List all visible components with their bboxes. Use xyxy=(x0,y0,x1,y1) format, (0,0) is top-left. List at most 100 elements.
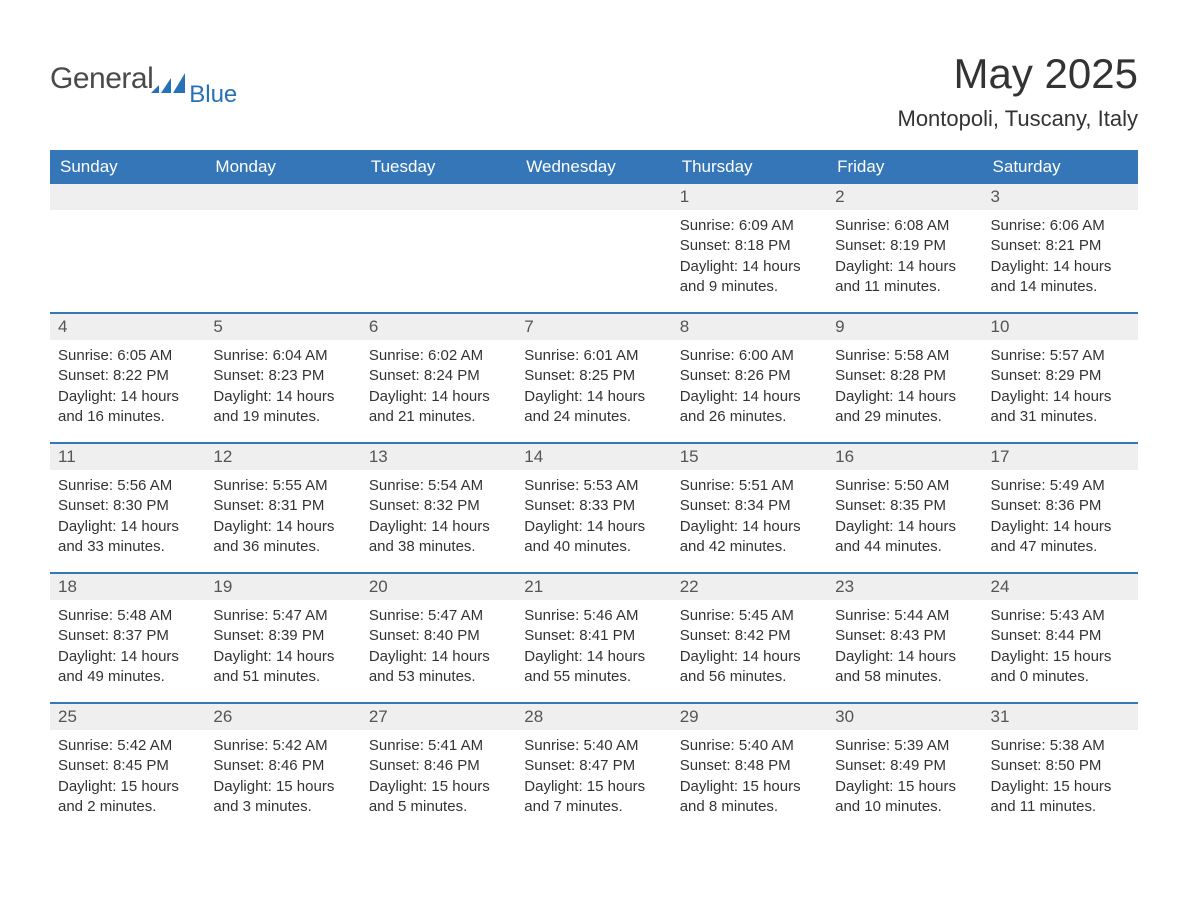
day-number: 17 xyxy=(983,444,1138,470)
sunset-text: Sunset: 8:39 PM xyxy=(213,626,352,646)
sunset-text: Sunset: 8:18 PM xyxy=(680,236,819,256)
day-number xyxy=(205,184,360,210)
daylight-text: Daylight: 15 hours and 11 minutes. xyxy=(991,777,1130,818)
sunset-text: Sunset: 8:35 PM xyxy=(835,496,974,516)
sunrise-text: Sunrise: 5:40 AM xyxy=(680,736,819,756)
day-body: Sunrise: 5:41 AMSunset: 8:46 PMDaylight:… xyxy=(361,730,516,825)
day-cell: 23Sunrise: 5:44 AMSunset: 8:43 PMDayligh… xyxy=(827,574,982,702)
day-body: Sunrise: 5:38 AMSunset: 8:50 PMDaylight:… xyxy=(983,730,1138,825)
day-cell: 8Sunrise: 6:00 AMSunset: 8:26 PMDaylight… xyxy=(672,314,827,442)
daylight-text: Daylight: 15 hours and 2 minutes. xyxy=(58,777,197,818)
logo: General Blue xyxy=(50,50,241,96)
day-cell: 26Sunrise: 5:42 AMSunset: 8:46 PMDayligh… xyxy=(205,704,360,832)
day-header: Sunday xyxy=(50,150,205,184)
sunset-text: Sunset: 8:23 PM xyxy=(213,366,352,386)
day-cell: 4Sunrise: 6:05 AMSunset: 8:22 PMDaylight… xyxy=(50,314,205,442)
sunset-text: Sunset: 8:24 PM xyxy=(369,366,508,386)
day-cell: 13Sunrise: 5:54 AMSunset: 8:32 PMDayligh… xyxy=(361,444,516,572)
title-block: May 2025 Montopoli, Tuscany, Italy xyxy=(898,50,1139,132)
logo-word1: General xyxy=(50,62,153,96)
sunrise-text: Sunrise: 6:09 AM xyxy=(680,216,819,236)
sunset-text: Sunset: 8:31 PM xyxy=(213,496,352,516)
day-cell: 7Sunrise: 6:01 AMSunset: 8:25 PMDaylight… xyxy=(516,314,671,442)
week-row: 18Sunrise: 5:48 AMSunset: 8:37 PMDayligh… xyxy=(50,572,1138,702)
day-number: 16 xyxy=(827,444,982,470)
sunset-text: Sunset: 8:50 PM xyxy=(991,756,1130,776)
day-number xyxy=(516,184,671,210)
daylight-text: Daylight: 14 hours and 40 minutes. xyxy=(524,517,663,558)
day-cell: 5Sunrise: 6:04 AMSunset: 8:23 PMDaylight… xyxy=(205,314,360,442)
sunrise-text: Sunrise: 5:57 AM xyxy=(991,346,1130,366)
day-cell: 17Sunrise: 5:49 AMSunset: 8:36 PMDayligh… xyxy=(983,444,1138,572)
day-body: Sunrise: 5:49 AMSunset: 8:36 PMDaylight:… xyxy=(983,470,1138,565)
day-cell: 11Sunrise: 5:56 AMSunset: 8:30 PMDayligh… xyxy=(50,444,205,572)
day-number: 9 xyxy=(827,314,982,340)
sunrise-text: Sunrise: 5:44 AM xyxy=(835,606,974,626)
day-number: 1 xyxy=(672,184,827,210)
sunset-text: Sunset: 8:29 PM xyxy=(991,366,1130,386)
day-number: 31 xyxy=(983,704,1138,730)
day-cell: 19Sunrise: 5:47 AMSunset: 8:39 PMDayligh… xyxy=(205,574,360,702)
daylight-text: Daylight: 15 hours and 0 minutes. xyxy=(991,647,1130,688)
day-body: Sunrise: 5:42 AMSunset: 8:46 PMDaylight:… xyxy=(205,730,360,825)
day-body: Sunrise: 6:02 AMSunset: 8:24 PMDaylight:… xyxy=(361,340,516,435)
day-body: Sunrise: 5:43 AMSunset: 8:44 PMDaylight:… xyxy=(983,600,1138,695)
sunset-text: Sunset: 8:21 PM xyxy=(991,236,1130,256)
daylight-text: Daylight: 14 hours and 11 minutes. xyxy=(835,257,974,298)
day-cell: 9Sunrise: 5:58 AMSunset: 8:28 PMDaylight… xyxy=(827,314,982,442)
day-body: Sunrise: 5:40 AMSunset: 8:47 PMDaylight:… xyxy=(516,730,671,825)
day-cell: 24Sunrise: 5:43 AMSunset: 8:44 PMDayligh… xyxy=(983,574,1138,702)
day-number: 20 xyxy=(361,574,516,600)
day-cell: 30Sunrise: 5:39 AMSunset: 8:49 PMDayligh… xyxy=(827,704,982,832)
day-cell xyxy=(516,184,671,312)
sunrise-text: Sunrise: 5:42 AM xyxy=(213,736,352,756)
sunset-text: Sunset: 8:22 PM xyxy=(58,366,197,386)
day-number: 13 xyxy=(361,444,516,470)
day-cell: 28Sunrise: 5:40 AMSunset: 8:47 PMDayligh… xyxy=(516,704,671,832)
day-cell: 27Sunrise: 5:41 AMSunset: 8:46 PMDayligh… xyxy=(361,704,516,832)
day-body: Sunrise: 6:01 AMSunset: 8:25 PMDaylight:… xyxy=(516,340,671,435)
day-body: Sunrise: 5:40 AMSunset: 8:48 PMDaylight:… xyxy=(672,730,827,825)
daylight-text: Daylight: 14 hours and 36 minutes. xyxy=(213,517,352,558)
day-cell: 29Sunrise: 5:40 AMSunset: 8:48 PMDayligh… xyxy=(672,704,827,832)
daylight-text: Daylight: 15 hours and 7 minutes. xyxy=(524,777,663,818)
day-body: Sunrise: 5:39 AMSunset: 8:49 PMDaylight:… xyxy=(827,730,982,825)
day-cell: 10Sunrise: 5:57 AMSunset: 8:29 PMDayligh… xyxy=(983,314,1138,442)
daylight-text: Daylight: 14 hours and 24 minutes. xyxy=(524,387,663,428)
day-cell: 16Sunrise: 5:50 AMSunset: 8:35 PMDayligh… xyxy=(827,444,982,572)
daylight-text: Daylight: 14 hours and 29 minutes. xyxy=(835,387,974,428)
day-cell: 12Sunrise: 5:55 AMSunset: 8:31 PMDayligh… xyxy=(205,444,360,572)
daylight-text: Daylight: 14 hours and 58 minutes. xyxy=(835,647,974,688)
sunset-text: Sunset: 8:47 PM xyxy=(524,756,663,776)
sunset-text: Sunset: 8:36 PM xyxy=(991,496,1130,516)
sunset-text: Sunset: 8:48 PM xyxy=(680,756,819,776)
sunset-text: Sunset: 8:46 PM xyxy=(213,756,352,776)
day-number: 19 xyxy=(205,574,360,600)
week-row: 25Sunrise: 5:42 AMSunset: 8:45 PMDayligh… xyxy=(50,702,1138,832)
day-header: Saturday xyxy=(983,150,1138,184)
day-body: Sunrise: 5:42 AMSunset: 8:45 PMDaylight:… xyxy=(50,730,205,825)
sunset-text: Sunset: 8:41 PM xyxy=(524,626,663,646)
day-number xyxy=(50,184,205,210)
day-body: Sunrise: 5:58 AMSunset: 8:28 PMDaylight:… xyxy=(827,340,982,435)
day-number xyxy=(361,184,516,210)
sunrise-text: Sunrise: 5:58 AM xyxy=(835,346,974,366)
day-number: 30 xyxy=(827,704,982,730)
sunrise-text: Sunrise: 5:53 AM xyxy=(524,476,663,496)
sunrise-text: Sunrise: 5:46 AM xyxy=(524,606,663,626)
daylight-text: Daylight: 14 hours and 47 minutes. xyxy=(991,517,1130,558)
sunrise-text: Sunrise: 5:55 AM xyxy=(213,476,352,496)
sunrise-text: Sunrise: 5:51 AM xyxy=(680,476,819,496)
daylight-text: Daylight: 15 hours and 10 minutes. xyxy=(835,777,974,818)
calendar: SundayMondayTuesdayWednesdayThursdayFrid… xyxy=(50,150,1138,832)
sunrise-text: Sunrise: 5:56 AM xyxy=(58,476,197,496)
daylight-text: Daylight: 14 hours and 56 minutes. xyxy=(680,647,819,688)
sunset-text: Sunset: 8:46 PM xyxy=(369,756,508,776)
sunset-text: Sunset: 8:28 PM xyxy=(835,366,974,386)
day-body: Sunrise: 6:08 AMSunset: 8:19 PMDaylight:… xyxy=(827,210,982,305)
sunrise-text: Sunrise: 6:01 AM xyxy=(524,346,663,366)
day-body: Sunrise: 5:46 AMSunset: 8:41 PMDaylight:… xyxy=(516,600,671,695)
day-body: Sunrise: 6:04 AMSunset: 8:23 PMDaylight:… xyxy=(205,340,360,435)
day-number: 11 xyxy=(50,444,205,470)
day-body: Sunrise: 5:56 AMSunset: 8:30 PMDaylight:… xyxy=(50,470,205,565)
